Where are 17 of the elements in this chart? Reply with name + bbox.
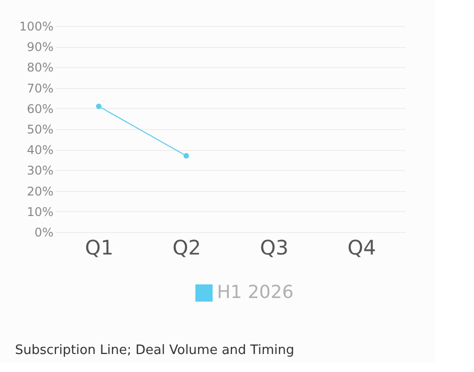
y-tick-label: 30% <box>26 164 54 178</box>
y-tick-label: 10% <box>26 204 54 219</box>
y-tick-label: 70% <box>26 81 54 96</box>
x-tick-label: Q3 <box>260 236 288 260</box>
y-tick-label: 60% <box>26 102 54 116</box>
y-tick-label: 20% <box>26 184 54 198</box>
y-tick-label: 80% <box>26 60 54 75</box>
legend-label: H1 2026 <box>217 282 294 303</box>
y-tick-label: 90% <box>26 40 54 54</box>
text: Subscription Line; Deal Volume and Timing <box>15 343 294 358</box>
x-tick-label: Q2 <box>172 236 201 260</box>
y-tick-label: 100% <box>19 20 54 34</box>
x-tick-label: Q1 <box>85 236 114 260</box>
x-tick-label: Q4 <box>348 236 376 260</box>
y-tick-label: 40% <box>26 143 54 158</box>
y-tick-label: 50% <box>26 122 54 136</box>
y-tick-label: 0% <box>34 226 54 240</box>
